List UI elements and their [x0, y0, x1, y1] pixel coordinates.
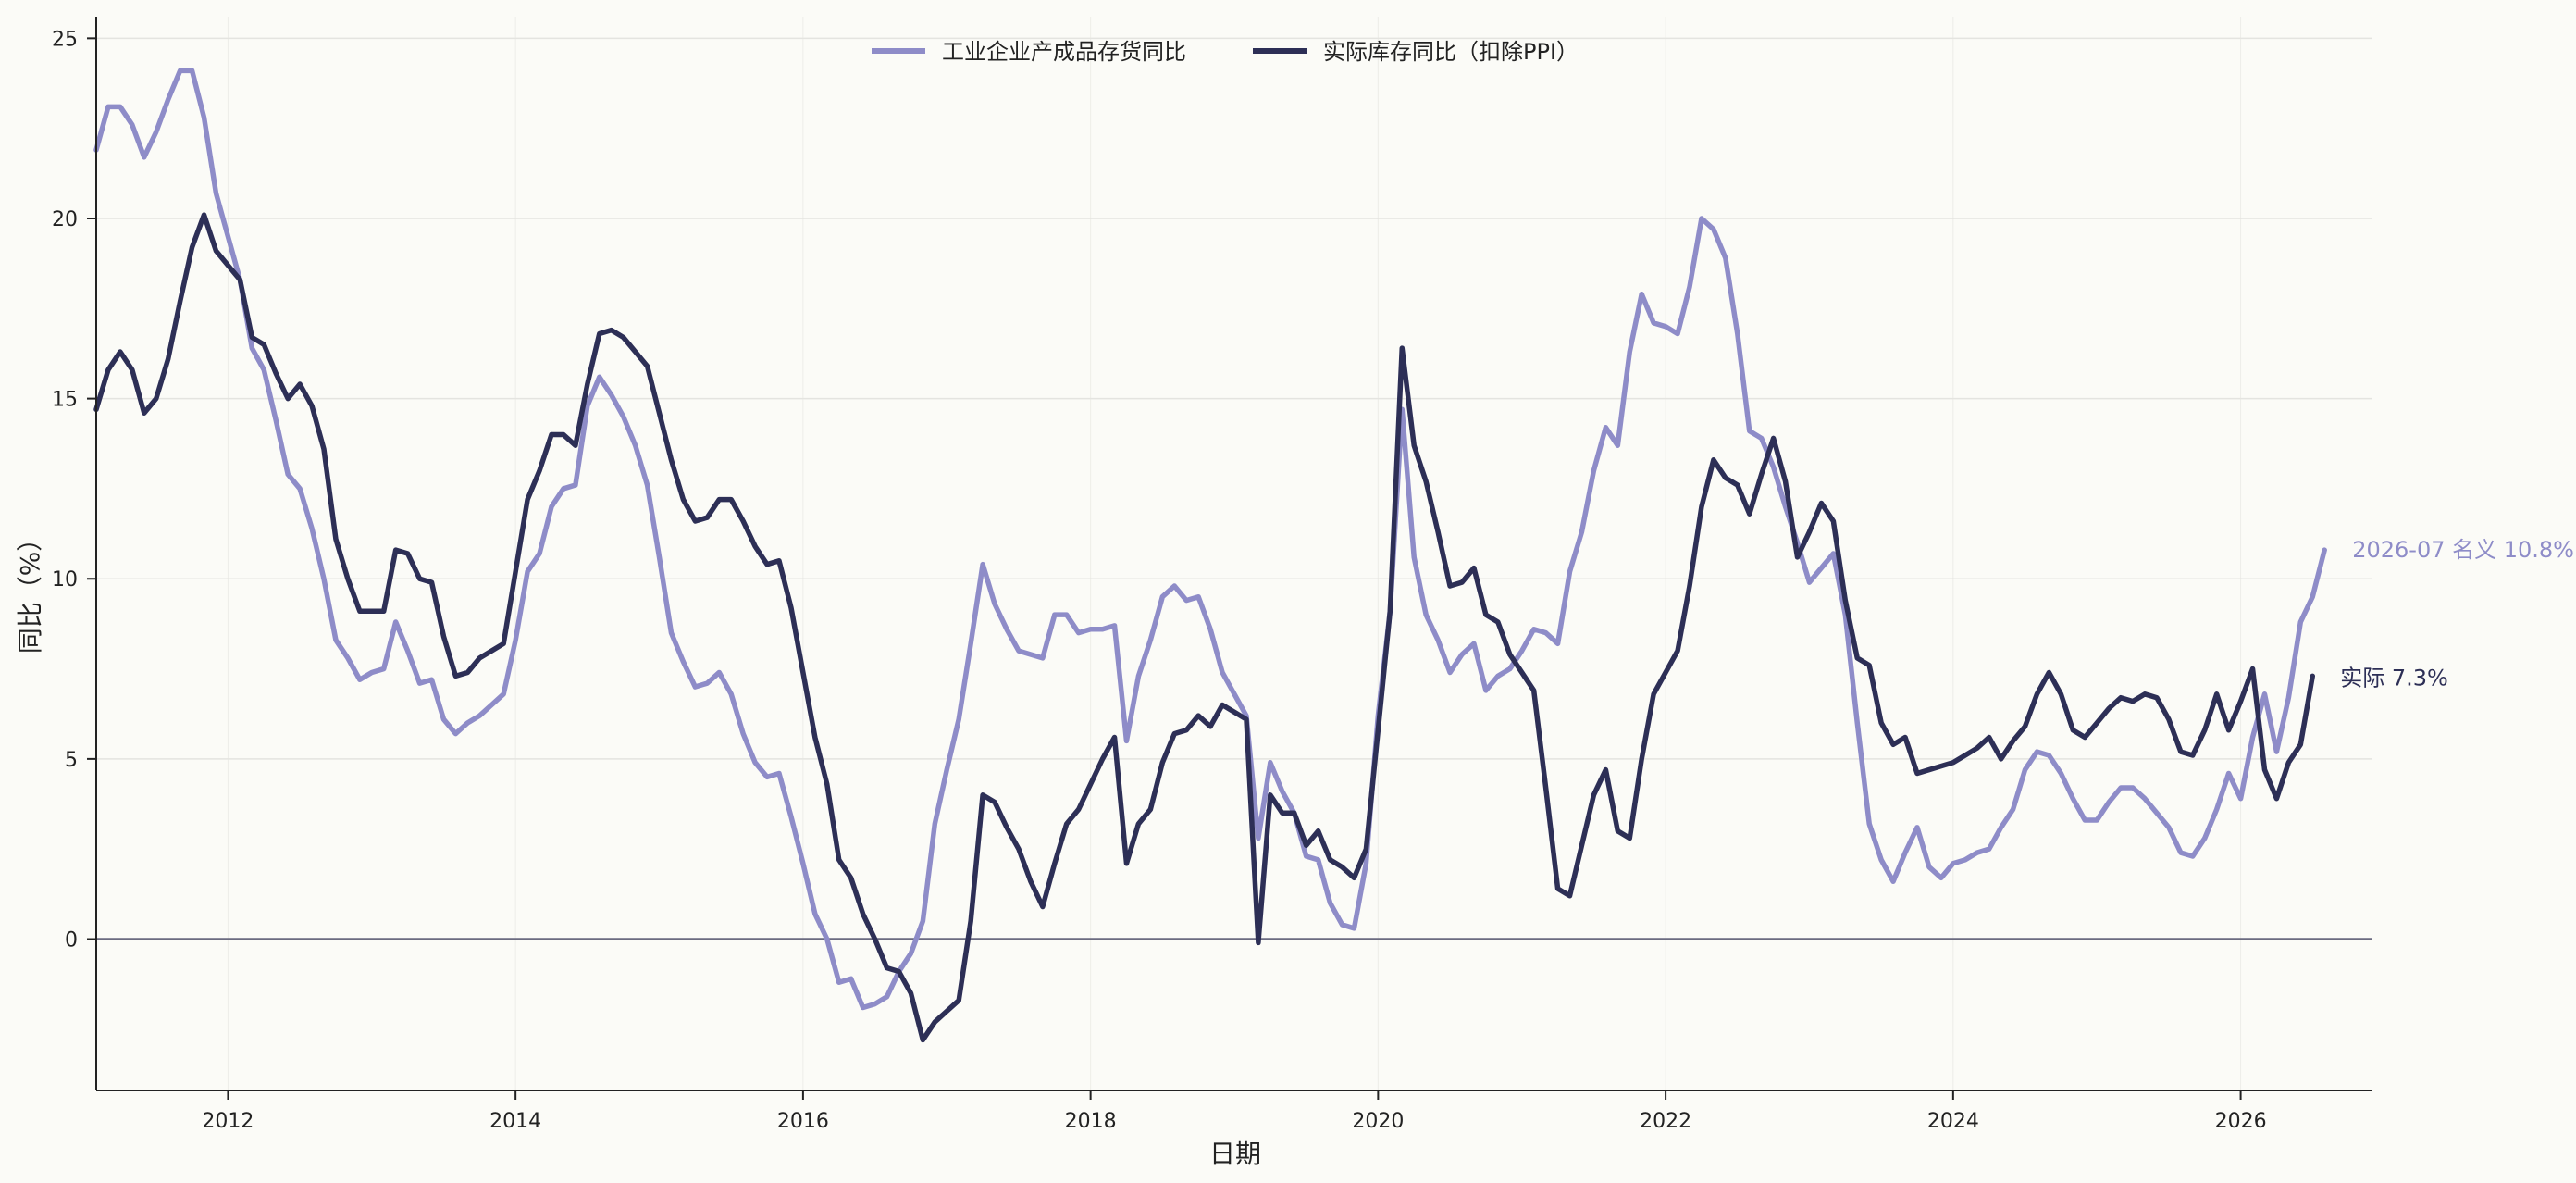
x-ticks: 2012 2014 2016 2018 2020 2022 2024 2026 [202, 1090, 2267, 1133]
x-tick-label: 2018 [1065, 1110, 1117, 1133]
x-tick-label: 2020 [1352, 1110, 1404, 1133]
legend-item-nominal: 工业企业产成品存货同比 [872, 39, 1186, 65]
x-tick-label: 2022 [1640, 1110, 1691, 1133]
y-tick-label: 0 [65, 929, 78, 953]
end-label-nominal: 2026-07 名义 10.8% [2352, 537, 2574, 563]
y-tick-label: 5 [65, 749, 78, 772]
legend: 工业企业产成品存货同比 实际库存同比（扣除PPI） [872, 39, 1579, 65]
x-tick-label: 2012 [202, 1110, 254, 1133]
x-axis-label: 日期 [1209, 1139, 1261, 1169]
y-ticks: 0 5 10 15 20 25 [52, 28, 96, 953]
axes [95, 17, 2372, 1091]
x-tick-label: 2014 [489, 1110, 541, 1133]
y-tick-label: 20 [52, 208, 78, 231]
end-label-real: 实际 7.3% [2340, 665, 2448, 691]
y-axis-label: 同比（%） [15, 526, 45, 654]
y-tick-label: 10 [52, 568, 78, 592]
legend-label: 工业企业产成品存货同比 [942, 39, 1186, 65]
y-tick-label: 25 [52, 28, 78, 51]
end-annotations: 2026-07 名义 10.8% 实际 7.3% [2340, 537, 2574, 691]
y-tick-label: 15 [52, 389, 78, 412]
legend-label: 实际库存同比（扣除PPI） [1323, 39, 1579, 65]
series-line-real [93, 212, 2316, 1043]
series-line-nominal [93, 68, 2327, 1011]
series-layer [93, 68, 2327, 1043]
x-tick-label: 2024 [1927, 1110, 1979, 1133]
x-tick-label: 2026 [2215, 1110, 2267, 1133]
x-tick-label: 2016 [777, 1110, 829, 1133]
legend-item-real: 实际库存同比（扣除PPI） [1253, 39, 1579, 65]
x-gridlines [227, 17, 2242, 1090]
